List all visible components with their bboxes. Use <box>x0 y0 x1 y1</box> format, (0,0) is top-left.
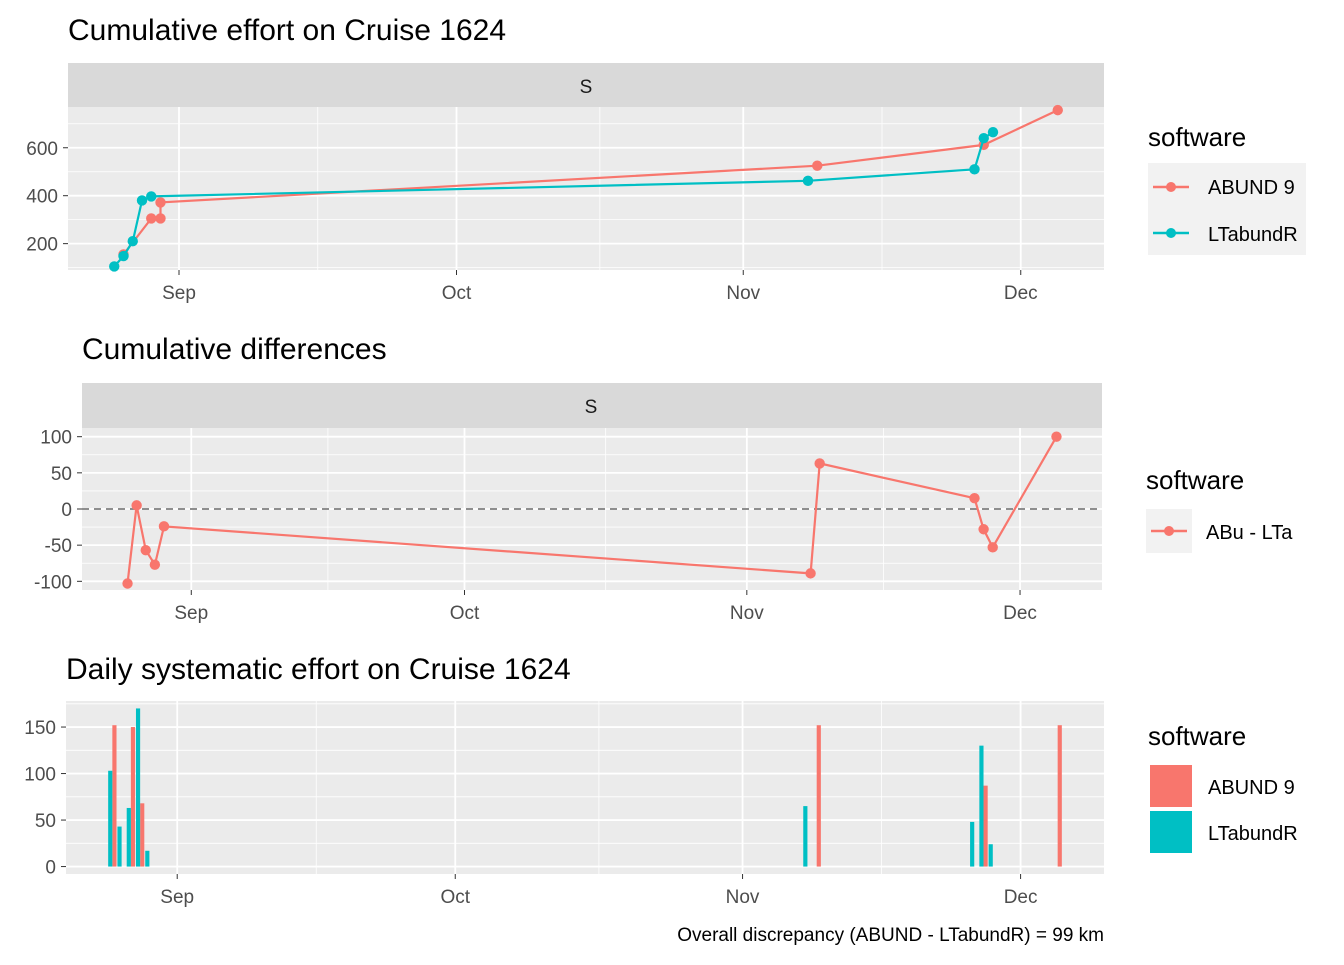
data-point <box>118 250 129 262</box>
x-tick-label: Oct <box>440 887 470 908</box>
y-tick-label: 100 <box>40 428 72 449</box>
data-point <box>1052 104 1063 116</box>
data-point <box>1051 431 1062 442</box>
data-point <box>802 175 814 187</box>
x-tick-label: Oct <box>450 603 480 624</box>
bar <box>112 725 117 867</box>
legend-label: ABUND 9 <box>1208 777 1295 799</box>
legend-title: software <box>1148 721 1246 751</box>
y-tick-label: 150 <box>24 718 56 739</box>
bar <box>130 727 136 867</box>
facet-label: S <box>585 397 598 418</box>
bar <box>983 785 988 867</box>
bar <box>145 850 150 867</box>
bar <box>135 708 141 867</box>
x-tick-label: Oct <box>442 283 472 304</box>
bar <box>1057 725 1062 867</box>
bar <box>126 807 131 867</box>
y-tick-label: 200 <box>26 235 58 256</box>
y-tick-label: 600 <box>26 139 58 160</box>
y-tick-label: 400 <box>26 187 58 208</box>
bar <box>140 803 145 867</box>
data-point <box>146 191 157 202</box>
y-tick-label: -50 <box>45 536 72 557</box>
daily-effort-chart: Daily systematic effort on Cruise 1624 0… <box>24 653 1104 908</box>
facet-strip <box>68 63 1104 107</box>
cumulative-differences-chart: Cumulative differences S -100 -50 0 50 100 Se… <box>34 333 1102 624</box>
legend-label: LTabundR <box>1208 224 1298 246</box>
data-point <box>805 568 816 579</box>
y-tick-label: -100 <box>34 572 72 593</box>
y-tick-label: 0 <box>61 500 72 521</box>
data-point <box>155 197 166 208</box>
x-tick-label: Nov <box>726 887 760 908</box>
legend-key-background <box>1148 163 1306 255</box>
bar <box>816 725 821 867</box>
data-point <box>814 458 825 469</box>
x-tick-label: Sep <box>160 887 194 908</box>
bar <box>117 826 122 867</box>
plot-background <box>68 107 1104 270</box>
legend-label: ABu - LTa <box>1206 522 1293 544</box>
legend-label: ABUND 9 <box>1208 177 1295 199</box>
cumulative-effort-chart: Cumulative effort on Cruise 1624 S 200 40… <box>26 14 1104 304</box>
chart-title: Cumulative differences <box>82 333 387 366</box>
data-point <box>987 542 998 553</box>
data-point <box>158 521 170 532</box>
chart-title: Cumulative effort on Cruise 1624 <box>68 14 506 47</box>
data-point <box>969 492 980 504</box>
y-tick-label: 50 <box>51 464 72 485</box>
data-point <box>978 524 989 535</box>
bar <box>970 821 975 867</box>
bar <box>988 844 993 867</box>
x-tick-label: Dec <box>1004 887 1038 908</box>
bar <box>979 745 984 867</box>
facet-label: S <box>580 77 593 98</box>
y-tick-label: 100 <box>24 765 56 786</box>
data-point <box>131 500 142 511</box>
legend-key-swatch <box>1150 811 1192 853</box>
x-tick-label: Sep <box>174 603 208 624</box>
legend-key-dot <box>1166 182 1176 192</box>
legend-label: LTabundR <box>1208 823 1298 845</box>
legend-daily-effort: software ABUND 9 LTabundR <box>1148 721 1298 853</box>
x-tick-label: Dec <box>1004 283 1038 304</box>
x-tick-label: Dec <box>1003 603 1037 624</box>
plot-background <box>66 701 1104 874</box>
chart-title: Daily systematic effort on Cruise 1624 <box>66 653 571 686</box>
y-tick-label: 0 <box>45 858 56 879</box>
data-point <box>109 261 120 272</box>
data-point <box>136 195 148 206</box>
legend-cumulative-differences: software ABu - LTa <box>1146 465 1293 553</box>
data-point <box>127 236 138 247</box>
legend-key-dot <box>1166 228 1176 238</box>
data-point <box>812 160 823 171</box>
legend-cumulative-effort: software ABUND 9 LTabundR <box>1148 122 1306 255</box>
bar <box>803 806 808 867</box>
legend-key-dot <box>1164 526 1174 536</box>
legend-key-swatch <box>1150 765 1192 807</box>
y-tick-label: 50 <box>35 811 56 832</box>
data-point <box>987 126 999 138</box>
legend-title: software <box>1148 122 1246 152</box>
x-tick-label: Nov <box>730 603 764 624</box>
x-tick-label: Sep <box>162 283 196 304</box>
data-point <box>149 559 161 570</box>
facet-strip <box>82 383 1102 428</box>
data-point <box>978 132 989 144</box>
x-tick-label: Nov <box>726 283 760 304</box>
data-point <box>146 213 157 224</box>
data-point <box>969 164 980 175</box>
legend-title: software <box>1146 465 1244 495</box>
bar <box>108 770 113 867</box>
data-point <box>155 213 166 224</box>
data-point <box>122 578 133 589</box>
caption: Overall discrepancy (ABUND - LTabundR) =… <box>677 925 1104 946</box>
data-point <box>140 545 151 556</box>
